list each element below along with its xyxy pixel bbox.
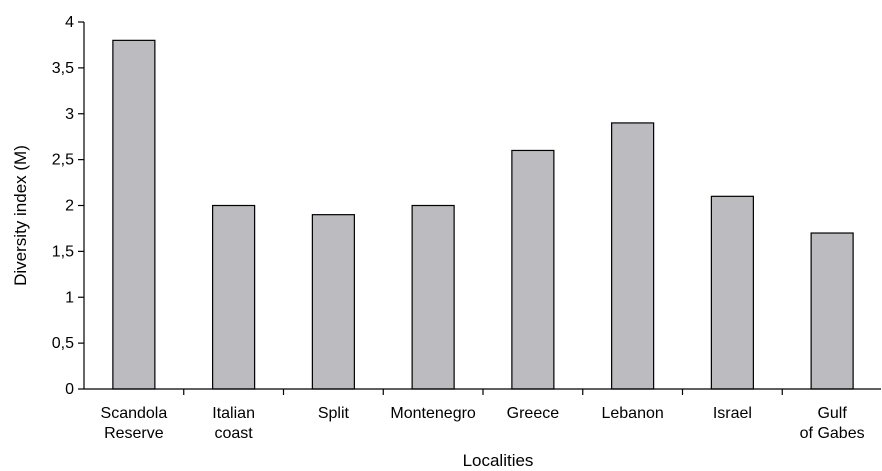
bar xyxy=(511,149,555,390)
bars-group xyxy=(112,39,854,390)
x-tick-label: Greece xyxy=(507,405,560,422)
x-tick-label: Israel xyxy=(713,405,752,422)
y-tick-label: 1,5 xyxy=(52,243,74,260)
x-axis-ticks: Scandola Reserve Italian coast Split Monteneg… xyxy=(101,389,865,442)
y-axis-ticks: 0 0,5 1 1,5 2 2,5 3 3,5 4 xyxy=(52,14,84,398)
y-tick-label: 3,5 xyxy=(52,60,74,77)
x-tick-label: Reserve xyxy=(104,425,164,442)
x-tick-label: of Gabes xyxy=(800,425,865,442)
y-tick-label: 3 xyxy=(65,106,74,123)
bar xyxy=(112,39,156,390)
y-tick-label: 4 xyxy=(65,14,74,31)
bar xyxy=(611,122,655,390)
y-tick-label: 2,5 xyxy=(52,152,74,169)
x-tick-label: coast xyxy=(215,425,254,442)
x-tick-label: Italian xyxy=(212,405,255,422)
bar xyxy=(212,204,256,390)
bar xyxy=(411,204,455,390)
y-tick-label: 0 xyxy=(65,381,74,398)
y-axis-title: Diversity index (M) xyxy=(11,145,30,286)
x-tick-label: Gulf xyxy=(817,405,847,422)
x-tick-label: Scandola xyxy=(101,405,168,422)
y-tick-label: 0,5 xyxy=(52,335,74,352)
x-tick-label: Split xyxy=(318,405,350,422)
y-tick-label: 2 xyxy=(65,198,74,215)
bar xyxy=(311,214,355,390)
y-tick-label: 1 xyxy=(65,289,74,306)
bar xyxy=(810,232,854,390)
x-axis-title: Localities xyxy=(463,451,534,470)
x-tick-label: Lebanon xyxy=(601,405,663,422)
x-tick-label: Montenegro xyxy=(390,405,475,422)
bar xyxy=(710,195,754,390)
